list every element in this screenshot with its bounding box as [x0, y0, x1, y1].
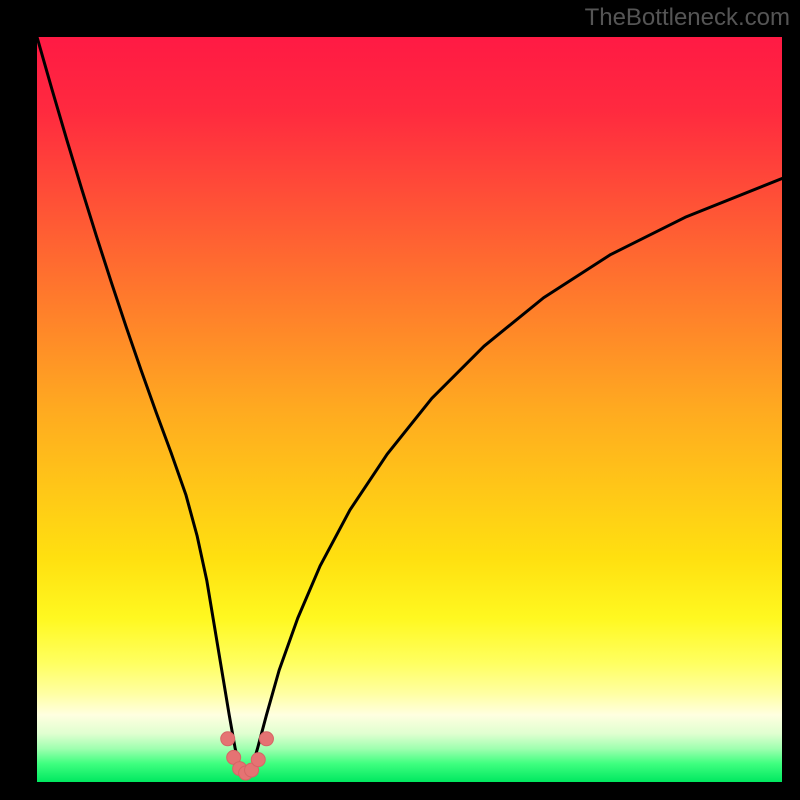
watermark-text: TheBottleneck.com [585, 4, 790, 32]
background-gradient [37, 37, 782, 782]
chart-canvas: TheBottleneck.com [0, 0, 800, 800]
plot-area [37, 37, 782, 782]
